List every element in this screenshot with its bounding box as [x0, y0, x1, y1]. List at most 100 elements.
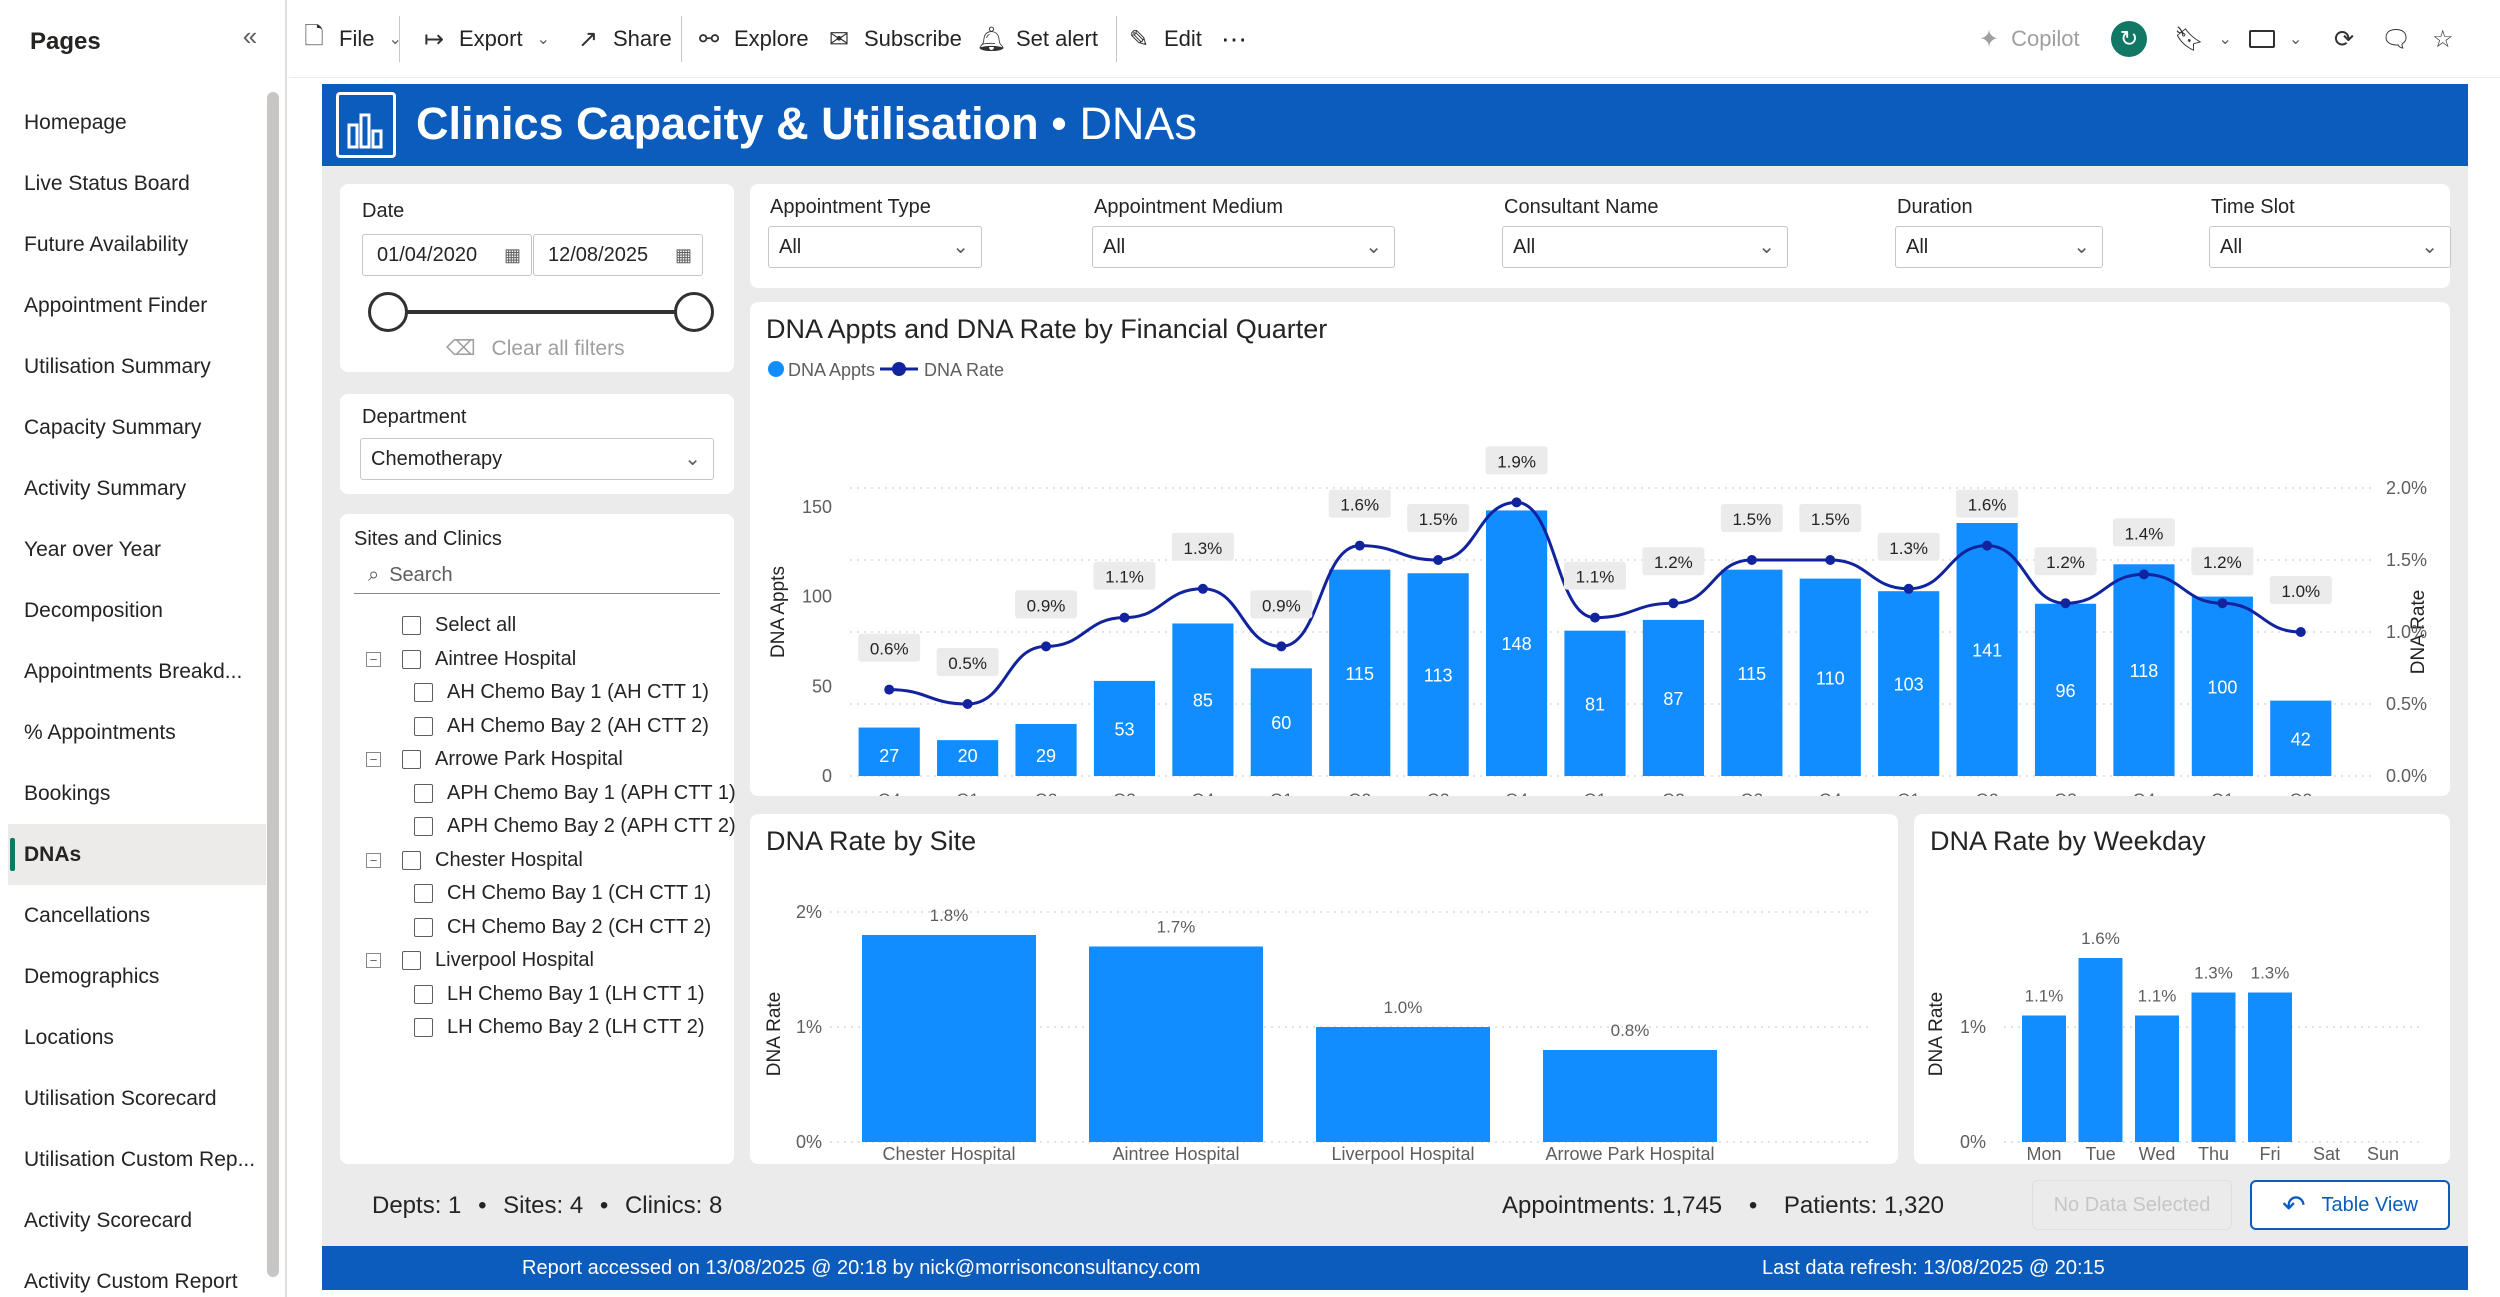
- clinic-item[interactable]: APH Chemo Bay 1 (APH CTT 1): [414, 782, 736, 805]
- subscribe-button[interactable]: ✉ Subscribe: [824, 18, 962, 60]
- file-menu-button[interactable]: 🗋 File ⌄: [299, 18, 402, 60]
- checkbox[interactable]: [414, 716, 433, 736]
- page-item[interactable]: Future Availability: [24, 233, 189, 256]
- share-button[interactable]: ↗ Share: [573, 18, 672, 60]
- slicer-dropdown[interactable]: All ⌄: [1092, 226, 1395, 268]
- checkbox[interactable]: [402, 850, 421, 870]
- clear-filters-button[interactable]: ⌫ Clear all filters: [446, 337, 625, 360]
- page-item[interactable]: Decomposition: [24, 599, 163, 622]
- collapse-node-icon[interactable]: −: [366, 752, 381, 767]
- date-range-track: [388, 310, 694, 314]
- checkbox[interactable]: [414, 1018, 433, 1037]
- y-tick-label: 1%: [1960, 1017, 1986, 1037]
- collapse-node-icon[interactable]: −: [366, 953, 381, 968]
- page-item[interactable]: Homepage: [24, 111, 127, 134]
- page-item[interactable]: Utilisation Scorecard: [24, 1087, 217, 1110]
- collapse-pages-icon[interactable]: «: [242, 21, 258, 51]
- checkbox[interactable]: [402, 616, 421, 635]
- reload-button[interactable]: ⟳: [2334, 18, 2354, 60]
- date-slicer-label: Date: [362, 200, 405, 222]
- slicer-dropdown[interactable]: All ⌄: [2209, 226, 2451, 268]
- bookmark-button[interactable]: 🔖︎ ⌄: [2174, 18, 2232, 60]
- page-item[interactable]: Utilisation Custom Rep...: [24, 1148, 256, 1171]
- checkbox[interactable]: [402, 750, 421, 769]
- page-item[interactable]: Capacity Summary: [24, 416, 202, 439]
- page-item[interactable]: Year over Year: [24, 538, 162, 561]
- checkbox[interactable]: [414, 783, 433, 803]
- export-button[interactable]: ↦ Export ⌄: [419, 18, 550, 60]
- clinic-item[interactable]: CH Chemo Bay 2 (CH CTT 2): [414, 916, 711, 939]
- clinic-item[interactable]: LH Chemo Bay 1 (LH CTT 1): [414, 983, 705, 1006]
- site-item[interactable]: − Aintree Hospital: [366, 648, 576, 671]
- checkbox[interactable]: [402, 951, 421, 970]
- edit-button[interactable]: ✎ Edit: [1124, 18, 1202, 60]
- site-item[interactable]: − Liverpool Hospital: [366, 949, 594, 972]
- date-range-end-handle[interactable]: [674, 292, 714, 332]
- page-item[interactable]: Activity Scorecard: [24, 1209, 193, 1232]
- page-item[interactable]: Bookings: [24, 782, 111, 805]
- clinic-item[interactable]: LH Chemo Bay 2 (LH CTT 2): [414, 1016, 705, 1039]
- clinic-item[interactable]: AH Chemo Bay 1 (AH CTT 1): [414, 681, 709, 704]
- no-data-selected-button[interactable]: No Data Selected: [2032, 1180, 2232, 1230]
- slicer-dropdown[interactable]: All ⌄: [1502, 226, 1788, 268]
- chart-title: DNA Rate by Site: [766, 826, 977, 856]
- end-date-input[interactable]: 12/08/2025 ▦: [533, 234, 703, 276]
- view-button[interactable]: ⌄: [2249, 18, 2302, 60]
- report-title-separator: •: [1051, 98, 1067, 149]
- bar-data-label: 1.1%: [2025, 987, 2064, 1006]
- page-item[interactable]: Live Status Board: [24, 172, 190, 195]
- clinic-item[interactable]: CH Chemo Bay 1 (CH CTT 1): [414, 882, 711, 905]
- refresh-visuals-button[interactable]: ↻: [2111, 18, 2147, 60]
- copilot-button[interactable]: ✦ Copilot: [1979, 25, 2080, 53]
- page-item[interactable]: Activity Summary: [24, 477, 187, 500]
- point-dna-rate: [1041, 641, 1052, 652]
- checkbox[interactable]: [414, 884, 433, 903]
- checkbox[interactable]: [414, 817, 433, 836]
- explore-button[interactable]: ⚯ Explore: [694, 18, 809, 60]
- slicer-dropdown[interactable]: All ⌄: [768, 226, 982, 268]
- set-alert-button[interactable]: 🔔︎ Set alert: [976, 25, 1098, 53]
- favorite-button[interactable]: ☆: [2432, 18, 2454, 60]
- page-item[interactable]: Appointments Breakd...: [24, 660, 243, 683]
- more-options-icon[interactable]: ⋯: [1221, 23, 1247, 54]
- table-view-button[interactable]: ↶ Table View: [2250, 1180, 2450, 1230]
- checkbox[interactable]: [414, 917, 433, 937]
- site-item[interactable]: − Chester Hospital: [366, 849, 583, 872]
- clinic-item[interactable]: APH Chemo Bay 2 (APH CTT 2): [414, 815, 736, 838]
- page-item[interactable]: % Appointments: [24, 721, 176, 744]
- x-tick-label: Q1: [2211, 790, 2234, 796]
- pages-title: Pages: [30, 28, 101, 55]
- select-all-item[interactable]: Select all: [402, 614, 516, 637]
- checkbox[interactable]: [414, 683, 433, 702]
- rate-data-label: 1.0%: [2281, 582, 2320, 601]
- page-item[interactable]: Activity Custom Report: [24, 1270, 238, 1293]
- pages-scrollbar[interactable]: [267, 92, 279, 1277]
- page-item[interactable]: Demographics: [24, 965, 160, 988]
- clinic-item[interactable]: AH Chemo Bay 2 (AH CTT 2): [414, 715, 709, 738]
- x-tick-label: Q3: [1427, 790, 1450, 796]
- rate-label-background: [1720, 504, 1783, 532]
- page-item[interactable]: Utilisation Summary: [24, 355, 211, 378]
- page-item[interactable]: DNAs: [8, 824, 266, 885]
- bar-data-label: 115: [1737, 664, 1766, 684]
- rate-label-background: [1877, 532, 1940, 561]
- y-axis-label: DNA Rate: [1926, 992, 1947, 1076]
- comments-button[interactable]: 🗨︎: [2381, 18, 2411, 60]
- department-dropdown[interactable]: Chemotherapy ⌄: [360, 438, 714, 480]
- checkbox[interactable]: [402, 649, 421, 669]
- sites-search-input[interactable]: ⌕ Search: [354, 558, 720, 594]
- page-item[interactable]: Cancellations: [24, 904, 151, 927]
- slicer-dropdown[interactable]: All ⌄: [1895, 226, 2103, 268]
- collapse-node-icon[interactable]: −: [366, 852, 381, 868]
- collapse-node-icon[interactable]: −: [366, 651, 381, 667]
- y-tick-label: 0%: [1960, 1132, 1986, 1152]
- slicer-label: Time Slot: [2211, 196, 2295, 218]
- bar-dna-rate: [2135, 1015, 2179, 1142]
- site-item[interactable]: − Arrowe Park Hospital: [366, 748, 623, 771]
- page-item[interactable]: Appointment Finder: [24, 294, 208, 317]
- page-item[interactable]: Locations: [24, 1026, 114, 1049]
- rate-label-background: [2112, 518, 2175, 547]
- start-date-input[interactable]: 01/04/2020 ▦: [362, 234, 532, 276]
- checkbox[interactable]: [414, 984, 433, 1004]
- date-range-start-handle[interactable]: [368, 292, 408, 332]
